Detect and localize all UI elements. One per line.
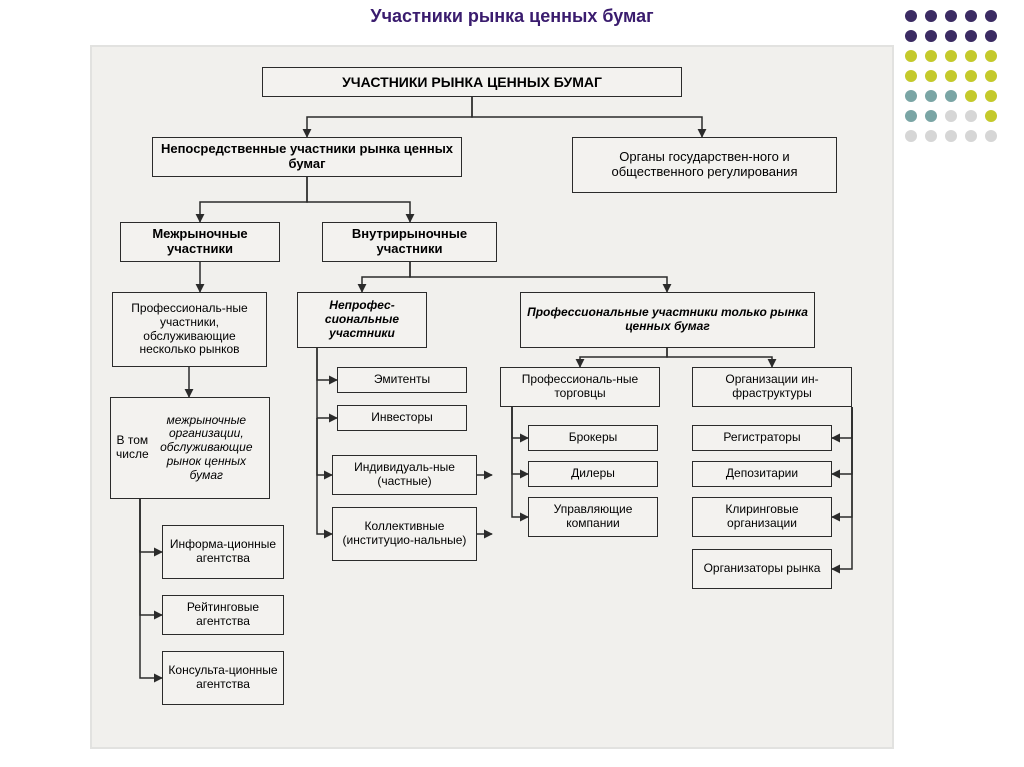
decorative-dot bbox=[925, 130, 937, 142]
decorative-dot bbox=[965, 110, 977, 122]
edge-root-govt bbox=[472, 97, 702, 137]
node-collect: Коллективные (институцио-нальные) bbox=[332, 507, 477, 561]
decorative-dot bbox=[945, 90, 957, 102]
node-mgmt: Управляющие компании bbox=[528, 497, 658, 537]
node-direct: Непосредственные участники рынка ценных … bbox=[152, 137, 462, 177]
node-organiz: Организаторы рынка bbox=[692, 549, 832, 589]
edge-prof_trade-mgmt bbox=[512, 407, 528, 517]
decorative-dot bbox=[985, 70, 997, 82]
decorative-dot bbox=[965, 130, 977, 142]
decorative-dot bbox=[945, 130, 957, 142]
decorative-dot bbox=[985, 90, 997, 102]
edge-direct-intra bbox=[307, 177, 410, 222]
edge-inter_org-info bbox=[140, 499, 162, 552]
edge-nonprof-emit bbox=[317, 348, 337, 380]
edge-root-direct bbox=[307, 97, 472, 137]
decorative-dot bbox=[985, 130, 997, 142]
node-dealers: Дилеры bbox=[528, 461, 658, 487]
edge-intra-nonprof bbox=[362, 262, 410, 292]
node-depos: Депозитарии bbox=[692, 461, 832, 487]
edge-infra-organiz bbox=[832, 407, 852, 569]
edge-prof_sec-infra bbox=[667, 348, 772, 367]
decorative-dot bbox=[965, 90, 977, 102]
node-govt: Органы государствен-ного и общественного… bbox=[572, 137, 837, 193]
node-regis: Регистраторы bbox=[692, 425, 832, 451]
decorative-dot bbox=[985, 110, 997, 122]
edge-prof_sec-prof_trade bbox=[580, 348, 667, 367]
node-inter_org: В том числемежрыночные организации, обсл… bbox=[110, 397, 270, 499]
node-consult: Консульта-ционные агентства bbox=[162, 651, 284, 705]
decorative-dot bbox=[925, 30, 937, 42]
edge-invest-collect bbox=[317, 418, 332, 534]
decorative-dot bbox=[945, 30, 957, 42]
node-prof_sec: Профессиональные участники только рынка … bbox=[520, 292, 815, 348]
edge-infra-clear bbox=[832, 407, 852, 517]
decorative-dot bbox=[945, 50, 957, 62]
decorative-dot bbox=[905, 30, 917, 42]
decorative-dot bbox=[985, 30, 997, 42]
decorative-dot bbox=[965, 10, 977, 22]
node-infra: Организации ин-фраструктуры bbox=[692, 367, 852, 407]
decorative-dot bbox=[905, 70, 917, 82]
node-info: Информа-ционные агентства bbox=[162, 525, 284, 579]
node-root: УЧАСТНИКИ РЫНКА ЦЕННЫХ БУМАГ bbox=[262, 67, 682, 97]
decorative-dot bbox=[905, 110, 917, 122]
edge-nonprof-invest bbox=[317, 348, 337, 418]
decorative-dot bbox=[985, 50, 997, 62]
decorative-dot bbox=[965, 70, 977, 82]
decorative-dot bbox=[985, 10, 997, 22]
decorative-dot bbox=[905, 130, 917, 142]
node-prof_trade: Профессиональ-ные торговцы bbox=[500, 367, 660, 407]
node-brokers: Брокеры bbox=[528, 425, 658, 451]
decorative-dot bbox=[965, 50, 977, 62]
edge-inter_org-rating bbox=[140, 499, 162, 615]
decorative-dot bbox=[945, 110, 957, 122]
node-rating: Рейтинговые агентства bbox=[162, 595, 284, 635]
node-prof_multi: Профессиональ-ные участники, обслуживающ… bbox=[112, 292, 267, 367]
edge-direct-inter bbox=[200, 177, 307, 222]
edge-invest-indiv bbox=[317, 418, 332, 475]
edge-prof_trade-brokers bbox=[512, 407, 528, 438]
decorative-dot bbox=[945, 70, 957, 82]
edge-infra-depos bbox=[832, 407, 852, 474]
edge-intra-prof_sec bbox=[410, 262, 667, 292]
node-invest: Инвесторы bbox=[337, 405, 467, 431]
page-title: Участники рынка ценных бумаг bbox=[0, 6, 1024, 27]
node-indiv: Индивидуаль-ные (частные) bbox=[332, 455, 477, 495]
decorative-dot bbox=[905, 50, 917, 62]
decorative-dot bbox=[965, 30, 977, 42]
node-inter: Межрыночные участники bbox=[120, 222, 280, 262]
edge-infra-regis bbox=[832, 407, 852, 438]
edge-inter_org-consult bbox=[140, 499, 162, 678]
decorative-dot bbox=[925, 10, 937, 22]
edge-prof_trade-dealers bbox=[512, 407, 528, 474]
decorative-dot bbox=[925, 90, 937, 102]
node-intra: Внутрирыночные участники bbox=[322, 222, 497, 262]
decorative-dot bbox=[925, 110, 937, 122]
decorative-dot bbox=[905, 10, 917, 22]
node-clear: Клиринговые организации bbox=[692, 497, 832, 537]
flowchart-container: УЧАСТНИКИ РЫНКА ЦЕННЫХ БУМАГ Непосредстве… bbox=[90, 45, 894, 749]
decorative-dot bbox=[925, 50, 937, 62]
node-emit: Эмитенты bbox=[337, 367, 467, 393]
decorative-dot bbox=[945, 10, 957, 22]
decorative-dot bbox=[925, 70, 937, 82]
decorative-dot bbox=[905, 90, 917, 102]
node-nonprof: Непрофес-сиональные участники bbox=[297, 292, 427, 348]
